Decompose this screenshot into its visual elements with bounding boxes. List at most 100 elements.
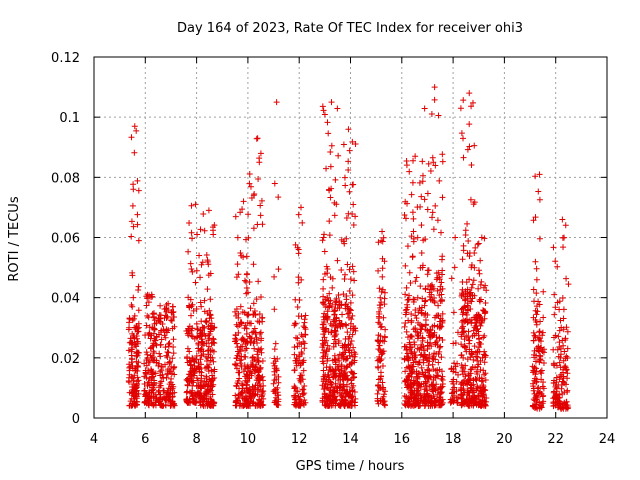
data-point — [326, 302, 333, 309]
data-point — [435, 359, 442, 366]
data-point — [204, 257, 211, 264]
data-point — [349, 211, 356, 218]
data-point — [459, 391, 466, 398]
data-point — [414, 234, 421, 241]
data-point — [148, 366, 155, 373]
data-point — [402, 291, 409, 298]
y-tick-labels: 0 0.02 0.04 0.06 0.08 0.1 0.12 — [51, 51, 80, 427]
data-point — [257, 364, 264, 371]
data-point — [241, 362, 248, 369]
data-point — [293, 388, 300, 395]
data-point — [207, 311, 214, 318]
data-point — [405, 363, 412, 370]
data-point — [301, 340, 308, 347]
data-point — [320, 293, 327, 300]
data-point — [339, 398, 346, 405]
data-point — [260, 402, 267, 409]
data-point — [473, 387, 480, 394]
data-point — [349, 263, 356, 270]
x-tick-label: 24 — [599, 432, 616, 447]
y-axis-label: ROTI / TECUs — [7, 196, 22, 281]
data-point — [186, 219, 193, 226]
data-point — [349, 181, 356, 188]
data-point — [345, 347, 352, 354]
data-point — [259, 318, 266, 325]
data-point — [197, 274, 204, 281]
data-point — [382, 326, 389, 333]
data-point — [408, 349, 415, 356]
data-point — [297, 204, 304, 211]
data-point — [459, 279, 466, 286]
data-point — [437, 389, 444, 396]
data-point — [275, 379, 282, 386]
data-point — [461, 401, 468, 408]
data-point — [482, 401, 489, 408]
data-point — [407, 341, 414, 348]
data-point — [471, 142, 478, 149]
data-point — [238, 363, 245, 370]
data-point — [163, 315, 170, 321]
data-point — [250, 261, 257, 268]
data-point — [431, 350, 438, 357]
data-point — [209, 383, 216, 390]
data-point — [237, 303, 244, 310]
data-point — [321, 301, 328, 308]
data-point — [249, 400, 256, 407]
data-point — [349, 292, 356, 299]
data-point — [414, 376, 421, 383]
data-point — [425, 160, 432, 167]
data-point — [324, 294, 331, 301]
data-point — [474, 317, 481, 324]
data-point — [349, 369, 356, 376]
data-point — [438, 323, 445, 330]
data-point — [239, 335, 246, 342]
data-point — [458, 380, 465, 387]
data-point — [410, 215, 417, 222]
data-point — [558, 405, 565, 412]
data-point — [232, 308, 239, 315]
data-point — [170, 365, 177, 372]
data-point — [331, 327, 338, 334]
data-point — [464, 302, 471, 309]
data-point — [300, 359, 307, 366]
data-point — [532, 307, 539, 314]
data-point — [376, 302, 383, 309]
data-point — [404, 200, 411, 207]
data-point — [435, 386, 442, 393]
data-point — [402, 262, 409, 269]
data-point — [436, 274, 443, 281]
data-point — [475, 285, 482, 292]
data-point — [336, 372, 343, 379]
data-point — [250, 399, 257, 406]
data-point — [250, 392, 257, 399]
data-point — [157, 372, 164, 379]
data-point — [324, 308, 331, 315]
data-point — [133, 367, 140, 374]
data-point — [554, 299, 561, 306]
data-point — [294, 343, 301, 350]
data-point — [190, 307, 197, 314]
data-point — [539, 332, 546, 339]
data-point — [405, 296, 412, 303]
data-point — [559, 337, 566, 344]
data-point — [150, 340, 157, 347]
data-point — [200, 392, 207, 399]
data-point — [239, 382, 246, 389]
data-point — [376, 342, 383, 349]
data-point — [475, 267, 482, 274]
data-point — [412, 153, 419, 160]
data-point — [435, 350, 442, 357]
data-point — [130, 380, 137, 387]
data-point — [207, 402, 214, 409]
chart-title: Day 164 of 2023, Rate Of TEC Index for r… — [177, 21, 523, 36]
data-point — [271, 399, 278, 406]
data-point — [424, 206, 431, 213]
data-point — [186, 348, 193, 355]
data-point — [339, 311, 346, 318]
data-point — [454, 329, 461, 336]
data-point — [564, 328, 571, 335]
data-point — [420, 343, 427, 350]
data-point — [129, 402, 136, 409]
data-point — [203, 319, 210, 326]
data-point — [246, 180, 253, 187]
